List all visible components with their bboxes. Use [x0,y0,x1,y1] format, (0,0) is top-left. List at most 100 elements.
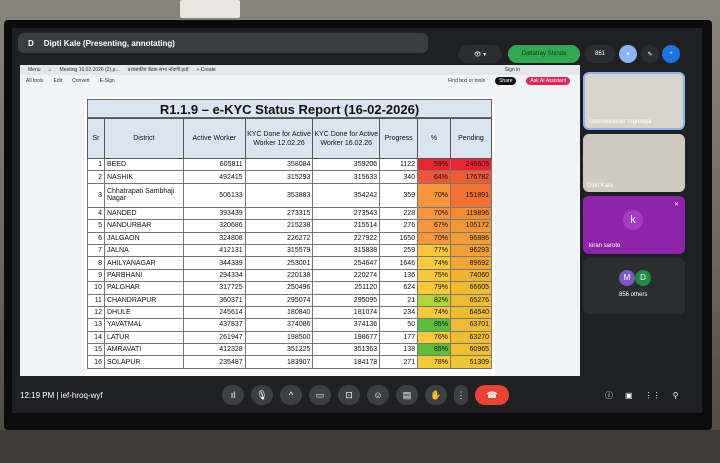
cell-kyc-16: 184178 [312,355,381,369]
column-header: Sr [87,118,105,159]
column-header: % [417,118,451,159]
participants-button[interactable]: 861 [585,45,615,63]
column-header: KYC Done for Active Worker 12.02.26 [244,118,314,159]
cell-kyc-12: 374086 [244,318,314,332]
cell-district: YAVATMAL [103,318,184,332]
view-options-button[interactable]: 👁 ▾ [458,45,502,63]
table-row: 10 PALGHAR 317725 250496 251120 624 79% 66605 [87,281,492,295]
cell-kyc-16: 220274 [312,268,381,283]
ai-assistant-button[interactable]: Ask AI Assistant [526,77,570,85]
cell-kyc-12: 226272 [244,231,314,245]
tile-kiran[interactable]: k ✕ kiran sarote [583,196,685,254]
create-button[interactable]: + Create [196,67,216,73]
edit-menu[interactable]: Edit [53,78,63,84]
cell-kyc-12: 295074 [244,293,314,307]
hangup-button[interactable]: ☎ [475,385,509,405]
cell-kyc-12: 351225 [244,343,314,357]
cell-pending: 74060 [450,268,492,283]
cell-kyc-16: 254647 [312,256,381,270]
cell-kyc-12: 215238 [244,219,314,233]
info-icon[interactable]: ⓘ [605,390,613,400]
raise-hand-icon[interactable]: ✋ [425,385,447,405]
table-row: 9 PARBHANI 294334 220138 220274 136 75% 74060 [87,268,492,283]
share-button[interactable]: Share [495,77,517,85]
table-row: 11 CHANDRAPUR 360371 295074 295095 21 82% 65276 [87,293,492,307]
cell-sr: 4 [87,206,105,221]
cell-active-worker: 320686 [182,219,246,233]
sign-in-button[interactable]: Sign in [504,67,520,73]
cell-district: NASHIK [103,170,184,184]
cell-active-worker: 235487 [182,355,246,369]
table-row: 6 JALGAON 324808 226272 227922 1650 70% 96886 [87,231,492,245]
find-input[interactable]: Find text or tools [448,78,486,84]
tile-commissioner[interactable]: commissioner mgnrega [583,72,685,130]
cell-progress: 624 [379,281,419,295]
cell-percent: 74% [417,305,451,320]
cell-percent: 85% [417,343,451,357]
mic-icon[interactable]: 🎙 [251,385,273,405]
cell-active-worker: 324808 [182,231,246,245]
chevron-up-icon[interactable]: ^ [280,385,302,405]
cell-active-worker: 492415 [182,170,246,184]
cell-progress: 340 [379,170,419,184]
cell-progress: 271 [379,355,419,369]
cell-kyc-16: 315838 [312,243,381,258]
cell-pending: 96293 [450,243,492,258]
cell-district: PALGHAR [103,281,184,295]
cell-progress: 136 [379,268,419,283]
cell-progress: 259 [379,243,419,258]
table-row: 7 JALNA 412131 315579 315838 259 77% 96293 [87,243,492,258]
cell-active-worker: 317725 [182,281,246,295]
cell-district: JALNA [103,243,184,258]
cell-district: Chhatrapati Sambhaji Nagar [103,182,184,208]
cell-pending: 51309 [450,355,492,369]
cell-progress: 234 [379,305,419,320]
cell-active-worker: 437837 [182,318,246,332]
tab-meeting-pdf[interactable]: Meeting 16.02.2026 (2).p... [59,67,120,73]
tab-second-pdf[interactable]: प्रशासकीय बैठक सभा नोंदणी.pdf [127,67,189,73]
avatar: M [619,270,635,286]
cell-progress: 50 [379,318,419,332]
convert-menu[interactable]: Convert [72,78,90,84]
cell-percent: 64% [417,170,451,184]
table-row: 15 AMRAVATI 412328 351225 351363 138 85% 60965 [87,343,492,357]
cell-progress: 177 [379,330,419,345]
menu-button[interactable]: Menu [28,67,41,73]
emoji-icon[interactable]: ☺ [367,385,389,405]
apps-icon[interactable]: ⋮⋮ [644,390,661,400]
cell-progress: 1122 [379,157,419,172]
cell-district: SOLAPUR [103,355,184,369]
home-icon[interactable]: ⌂ [48,67,52,73]
all-tools-menu[interactable]: All tools [26,78,44,84]
tile-presenter[interactable]: Dipti Kale [583,134,685,192]
chat-icon[interactable]: ▣ [625,390,633,400]
camera-icon[interactable]: ▭ [309,385,331,405]
cell-kyc-16: 315633 [312,170,381,184]
cell-district: DHULE [103,305,184,320]
present-icon[interactable]: ⊡ [338,385,360,405]
more-options-icon[interactable]: ⋮ [454,385,468,405]
esign-menu[interactable]: E-Sign [99,78,115,84]
cell-sr: 14 [87,330,105,345]
add-button[interactable]: + [662,45,680,63]
table-row: 4 NANDED 393439 273315 273543 228 70% 119896 [87,206,492,221]
annotate-button[interactable]: ✎ [641,45,659,63]
tile-others[interactable]: M D 856 others [583,258,685,314]
cell-pending: 63701 [450,318,492,332]
cell-active-worker: 261947 [182,330,246,345]
cell-district: LATUR [103,330,184,345]
cell-percent: 74% [417,256,451,270]
cell-pending: 66605 [450,281,492,295]
cell-kyc-12: 183907 [244,355,314,369]
captions-icon[interactable]: ▤ [396,385,418,405]
lock-icon[interactable]: ⚲ [672,390,679,400]
activities-button[interactable]: ✦ [619,45,637,63]
host-pill[interactable]: Dattatray Shinde [508,45,580,63]
cell-sr: 1 [87,157,105,172]
cell-district: NANDED [103,206,184,221]
cell-active-worker: 245614 [182,305,246,320]
audio-levels-icon[interactable]: ıl [222,385,244,405]
cell-kyc-16: 227922 [312,231,381,245]
presenter-avatar: D [28,38,34,48]
cell-sr: 16 [87,355,105,369]
